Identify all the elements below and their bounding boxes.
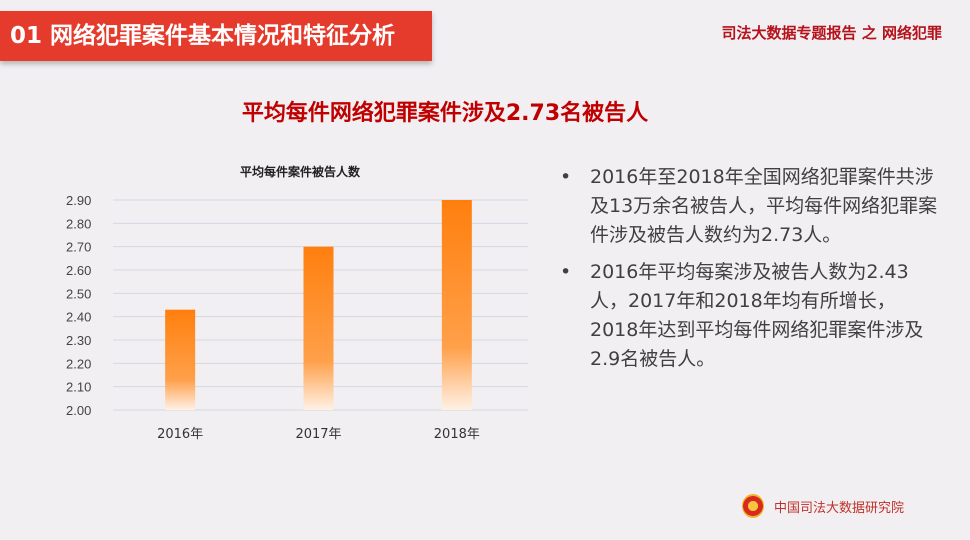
- bar-2017年: [303, 246, 334, 410]
- y-tick-label: 2.10: [66, 380, 91, 395]
- y-tick-label: 2.00: [66, 403, 91, 418]
- bullet-list: • 2016年至2018年全国网络犯罪案件共涉及13万余名被告人，平均每件网络犯罪…: [560, 163, 940, 382]
- bullet-text: 2016年至2018年全国网络犯罪案件共涉及13万余名被告人，平均每件网络犯罪案…: [590, 166, 938, 246]
- footer-org: 中国司法大数据研究院: [774, 500, 905, 516]
- footer: 中国司法大数据研究院: [742, 494, 904, 518]
- y-tick-label: 2.30: [66, 333, 91, 348]
- y-tick-label: 2.70: [66, 240, 91, 255]
- court-emblem-icon: [742, 494, 764, 518]
- bullet-item: • 2016年平均每案涉及被告人数为2.43人，2017年和2018年均有所增长，…: [560, 258, 940, 374]
- bar-2018年: [441, 200, 472, 410]
- x-tick-label: 2018年: [434, 427, 480, 442]
- bullet-text: 2016年平均每案涉及被告人数为2.43人，2017年和2018年均有所增长，2…: [590, 261, 924, 370]
- y-tick-label: 2.20: [66, 356, 91, 371]
- bullet-dot: •: [560, 166, 572, 188]
- y-tick-label: 2.80: [66, 216, 91, 231]
- bar-chart: 2.00 2.10 2.20 2.30 2.40 2.50 2.60 2.70 2.80 2.90…: [66, 193, 528, 442]
- bar-2016年: [165, 309, 196, 410]
- y-tick-label: 2.50: [66, 286, 91, 301]
- bullet-item: • 2016年至2018年全国网络犯罪案件共涉及13万余名被告人，平均每件网络犯罪…: [560, 163, 940, 250]
- x-tick-label: 2016年: [157, 427, 203, 442]
- chart-title: 平均每件案件被告人数: [239, 165, 360, 179]
- y-tick-label: 2.60: [66, 263, 91, 278]
- y-tick-label: 2.90: [66, 193, 91, 208]
- bullet-dot: •: [560, 261, 572, 283]
- y-tick-label: 2.40: [66, 310, 91, 325]
- main-title: 平均每件网络犯罪案件涉及2.73名被告人: [241, 101, 649, 126]
- x-tick-label: 2017年: [295, 427, 341, 442]
- section-title-banner: 01 网络犯罪案件基本情况和特征分析: [0, 11, 432, 61]
- report-title: 司法大数据专题报告 之 网络犯罪: [721, 24, 942, 42]
